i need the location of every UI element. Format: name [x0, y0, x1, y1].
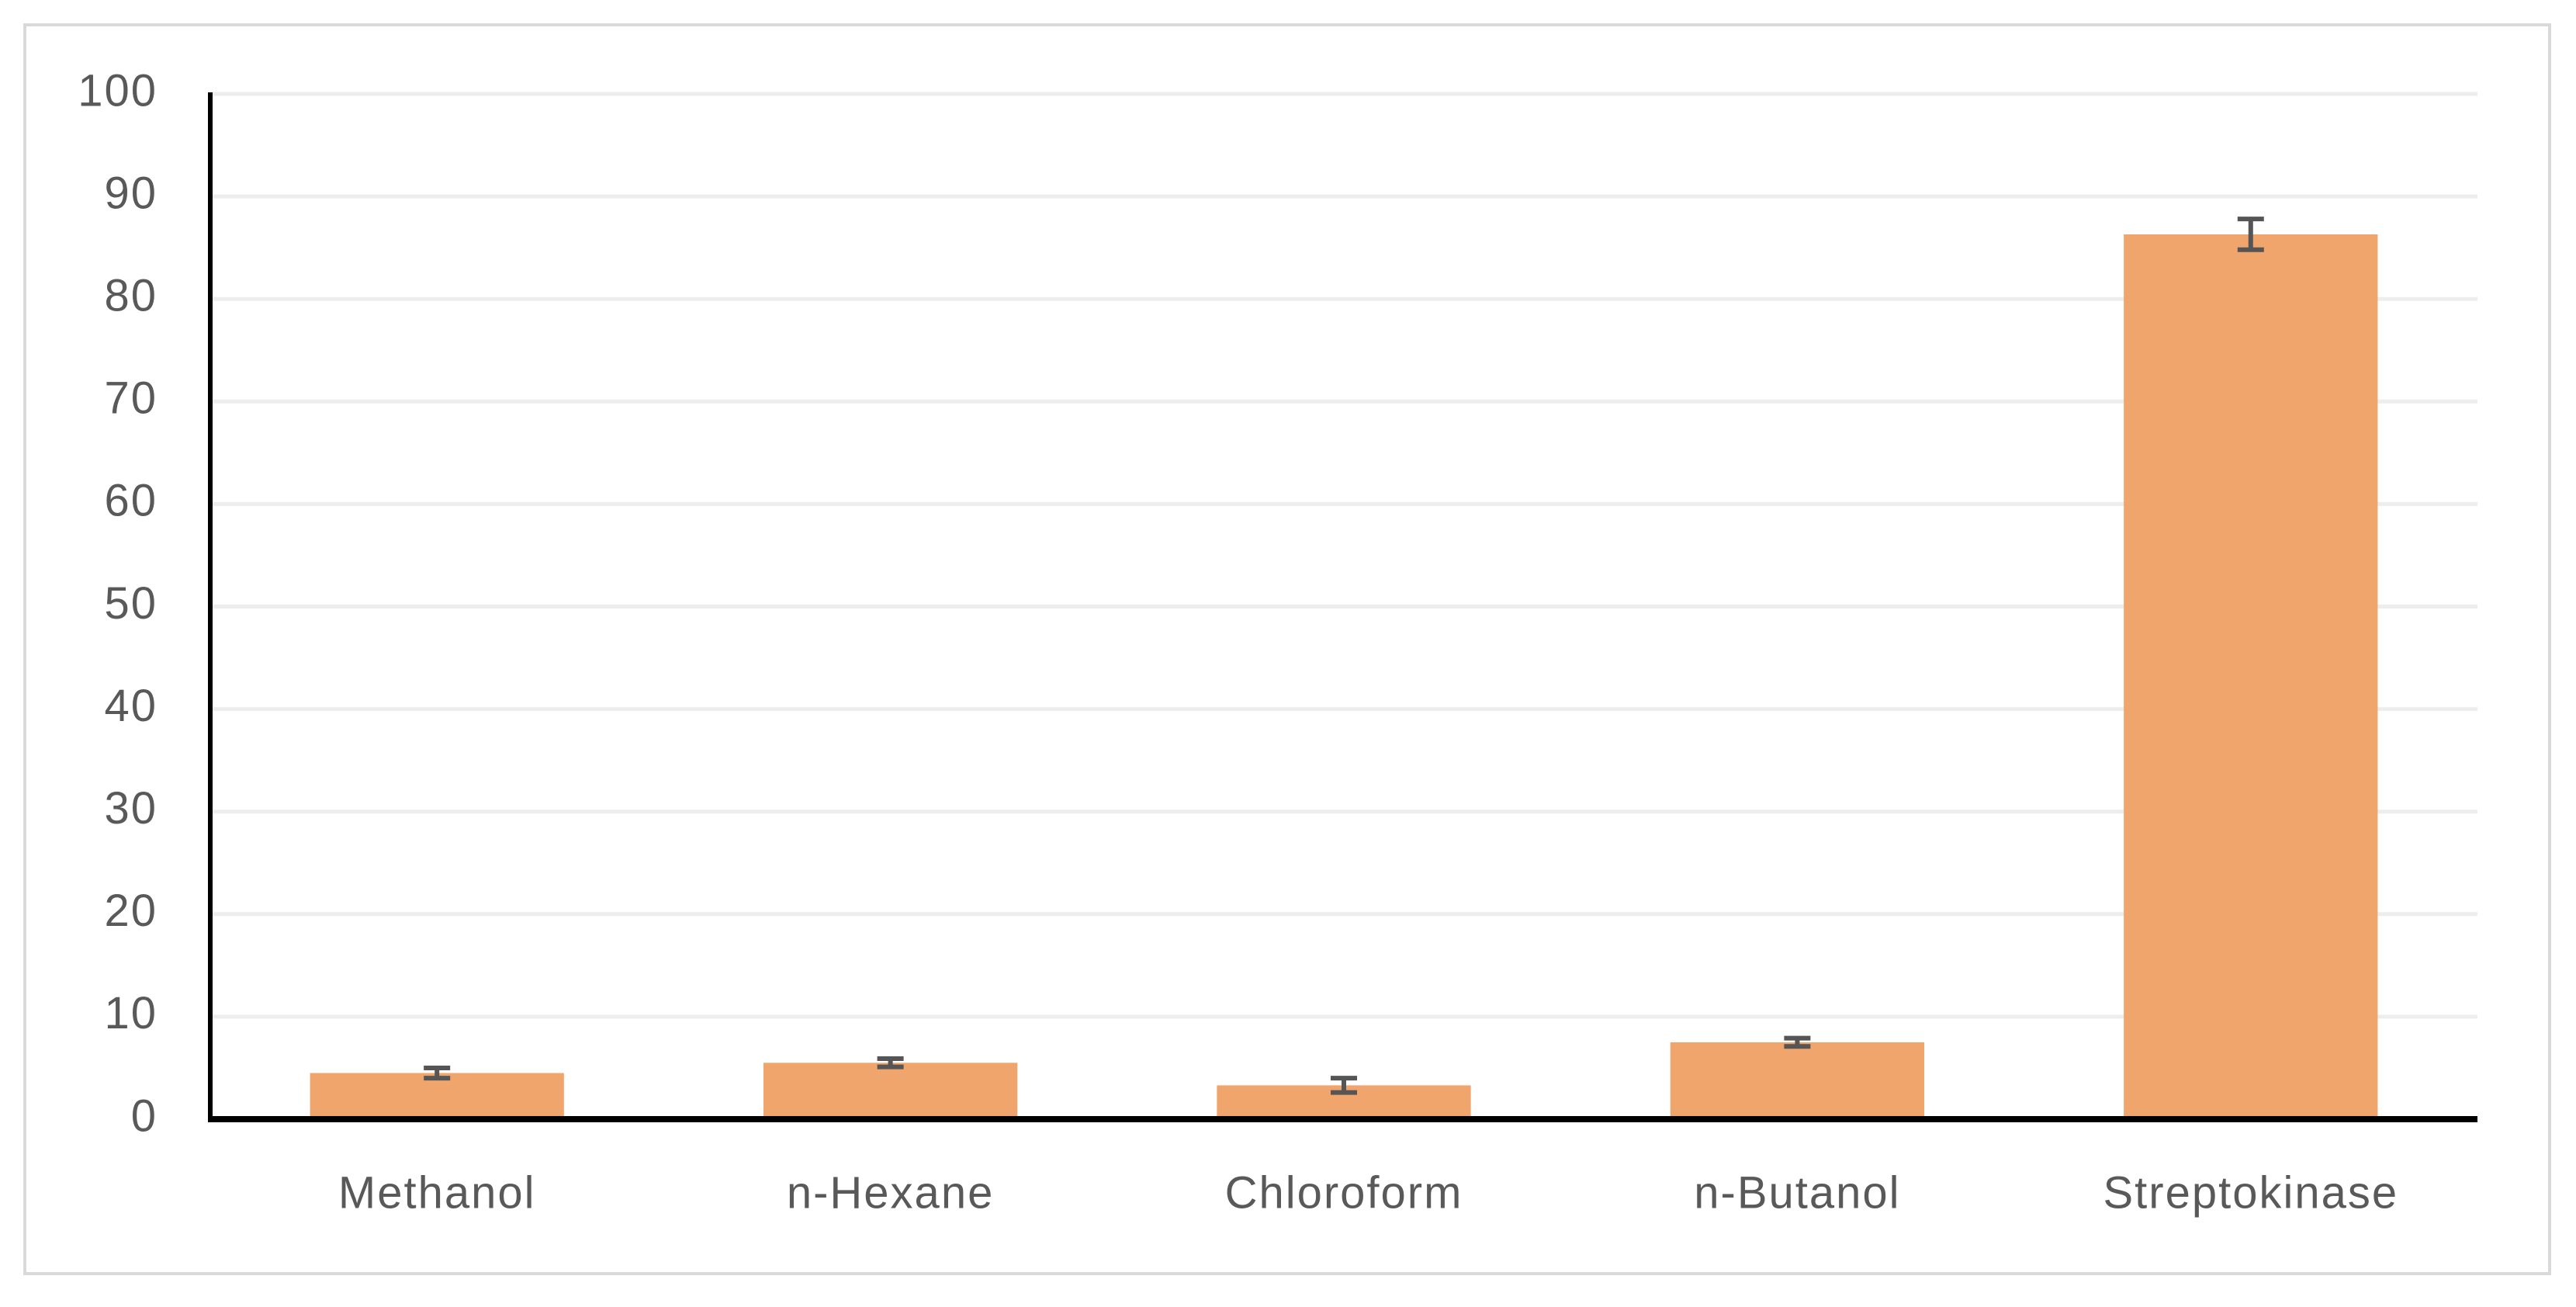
- y-tick-label: 90: [104, 168, 158, 218]
- x-tick-label: Streptokinase: [2103, 1167, 2398, 1218]
- bar: [310, 1073, 564, 1119]
- error-bar: [877, 1056, 904, 1070]
- error-bar: [1331, 1076, 1357, 1095]
- y-tick-label: 100: [78, 65, 158, 116]
- error-bar: [424, 1065, 451, 1081]
- y-tick-label: 40: [104, 681, 158, 731]
- error-bar: [2237, 217, 2264, 252]
- x-tick-label: Methanol: [338, 1167, 536, 1218]
- bar: [1670, 1042, 1925, 1119]
- x-tick-label: Chloroform: [1225, 1167, 1463, 1218]
- x-tick-label: n-Hexane: [787, 1167, 994, 1218]
- y-tick-label: 60: [104, 476, 158, 526]
- y-tick-label: 80: [104, 271, 158, 321]
- y-tick-label: 20: [104, 886, 158, 936]
- y-tick-label: 0: [131, 1090, 158, 1141]
- bar: [763, 1063, 1018, 1119]
- bar: [2124, 234, 2378, 1119]
- y-tick-label: 50: [104, 578, 158, 629]
- y-tick-label: 70: [104, 373, 158, 424]
- y-tick-label: 10: [104, 988, 158, 1038]
- y-tick-label: 30: [104, 783, 158, 834]
- error-bar: [1784, 1035, 1811, 1049]
- x-tick-label: n-Butanol: [1694, 1167, 1900, 1218]
